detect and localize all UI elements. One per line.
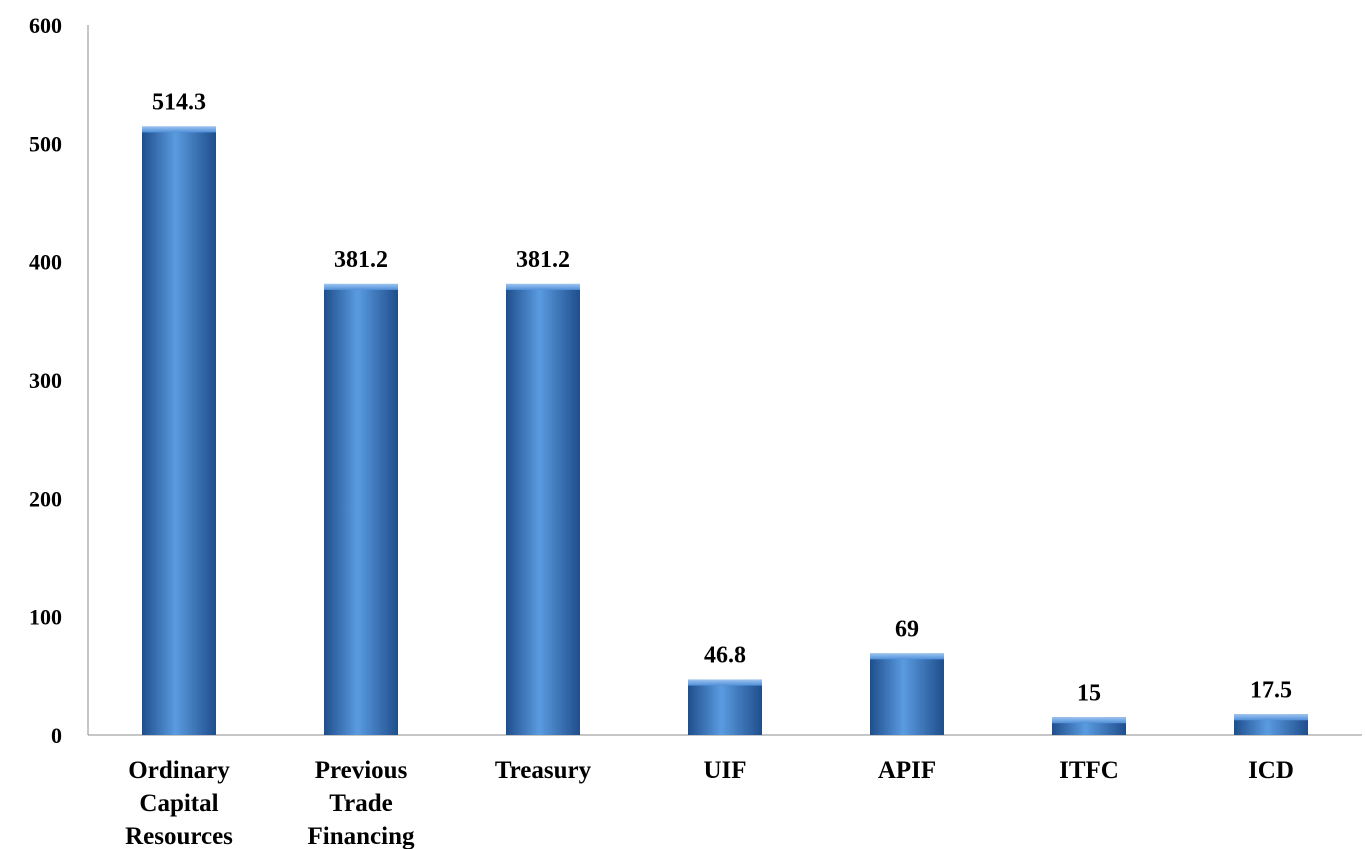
category-label: ITFC [1059, 757, 1119, 784]
bar-cap [1052, 717, 1126, 724]
category-label: Resources [125, 823, 233, 849]
bar [1234, 714, 1308, 735]
bar [324, 283, 398, 735]
bar-cap [324, 283, 398, 290]
y-axis-ticks: 0 100 200 300 400 500 600 [29, 13, 62, 748]
bar-cap [506, 283, 580, 290]
value-label: 46.8 [704, 643, 746, 669]
category-label: Treasury [495, 757, 592, 784]
y-tick-label: 600 [29, 13, 62, 38]
bar-cap [688, 679, 762, 686]
y-tick-label: 100 [29, 605, 62, 630]
bar [688, 679, 762, 735]
bar-body [688, 679, 762, 735]
value-label: 17.5 [1250, 677, 1292, 703]
y-tick-label: 0 [51, 723, 62, 748]
bar [506, 283, 580, 735]
category-label: ICD [1248, 757, 1294, 784]
bar-cap [1234, 714, 1308, 721]
category-labels: Ordinary Capital Resources Previous Trade Fin… [125, 757, 1294, 849]
category-label: APIF [878, 757, 936, 784]
category-label: Ordinary [128, 757, 230, 784]
bars [142, 126, 1308, 735]
value-label: 381.2 [516, 247, 570, 273]
axes [87, 25, 1362, 736]
category-label: UIF [703, 757, 746, 784]
value-label: 514.3 [152, 89, 206, 115]
category-label: Trade [329, 790, 392, 817]
bar-cap [142, 126, 216, 133]
y-tick-label: 500 [29, 131, 62, 156]
bar [870, 653, 944, 735]
category-label: Capital [139, 790, 218, 817]
bar-cap [870, 653, 944, 660]
y-tick-label: 200 [29, 486, 62, 511]
y-tick-label: 400 [29, 250, 62, 275]
bar-body [142, 126, 216, 735]
value-labels: 514.3 381.2 381.2 46.8 69 15 17.5 [152, 89, 1292, 706]
value-label: 15 [1077, 680, 1101, 706]
y-tick-label: 300 [29, 368, 62, 393]
category-label: Previous [315, 757, 408, 784]
category-label: Financing [308, 823, 415, 849]
bar-body [506, 283, 580, 735]
value-label: 381.2 [334, 247, 388, 273]
bar [1052, 717, 1126, 735]
bar-body [324, 283, 398, 735]
value-label: 69 [895, 616, 919, 642]
bar [142, 126, 216, 735]
bar-body [870, 653, 944, 735]
